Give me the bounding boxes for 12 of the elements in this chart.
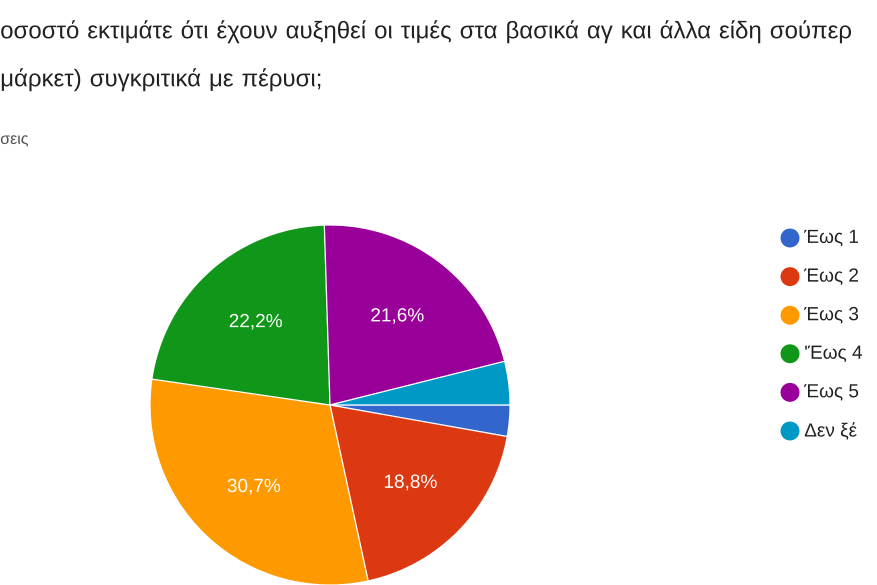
legend-label: Έως 3 (804, 306, 858, 324)
chart-title: οσοστό εκτιμάτε ότι έχουν αυξηθεί οι τιμές στα βασικά αγ και άλλα είδη σούπερ μάρκετ) συγκριτικά με πέρυσι; (1, 20, 852, 92)
legend-label: Έως 1 (804, 230, 858, 246)
legend-label: 'Έως 4 (805, 346, 862, 362)
legend-label: Έως 2 (804, 268, 858, 285)
data-label: 21,6% (371, 308, 424, 324)
text: σεις (0, 135, 28, 147)
data-label: 18,8% (384, 474, 437, 490)
legend-label: Δεν ξέ (804, 422, 857, 440)
data-label: 22,2% (230, 314, 282, 330)
data-label: 30,7% (228, 478, 280, 494)
legend-label: Έως 5 (804, 384, 858, 401)
